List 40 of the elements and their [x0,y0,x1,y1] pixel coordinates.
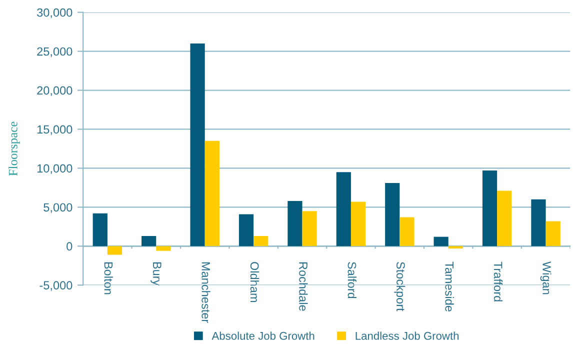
bar [400,217,414,246]
bar [350,202,366,246]
y-tick-label: 30,000 [37,8,72,18]
x-tick-label: Trafford [494,262,503,302]
y-tick-label: 5,000 [44,203,72,213]
bar [156,246,171,251]
x-tick-label: Rochdale [299,262,308,311]
y-tick-label: -5,000 [40,281,72,291]
y-tick-label: 10,000 [37,164,72,174]
bar [204,140,220,246]
x-tick-label: Salford [348,262,356,298]
y-axis-title: Floorspace [8,122,20,176]
bar [254,236,268,246]
y-tick-label: 0 [66,242,72,251]
bar [238,214,254,246]
x-tick-label: Bolton [104,262,113,294]
x-tick-label: Tameside [445,262,454,312]
bar [336,172,351,246]
legend-label: Landless Job Growth [356,332,459,340]
y-tick-label: 25,000 [37,47,72,58]
bar [302,211,317,246]
x-tick-label: Bury [150,262,162,286]
bar [92,213,108,246]
x-tick-label: Wigan [540,261,552,294]
bar [190,43,205,246]
bar [107,246,122,255]
bar [497,190,512,246]
bar [434,236,448,246]
x-tick-label: Manchester [202,262,210,323]
legend-label: Absolute Job Growth [212,332,314,340]
bar [482,170,498,246]
y-tick-label: 20,000 [37,86,72,96]
x-tick-label: Oldham [250,262,260,302]
x-tick-label: Stockport [394,262,406,312]
bar [385,183,400,246]
bar [288,200,302,246]
bar [531,199,546,246]
bar [546,221,560,246]
bar [142,236,156,246]
y-tick-label: 15,000 [37,125,72,136]
